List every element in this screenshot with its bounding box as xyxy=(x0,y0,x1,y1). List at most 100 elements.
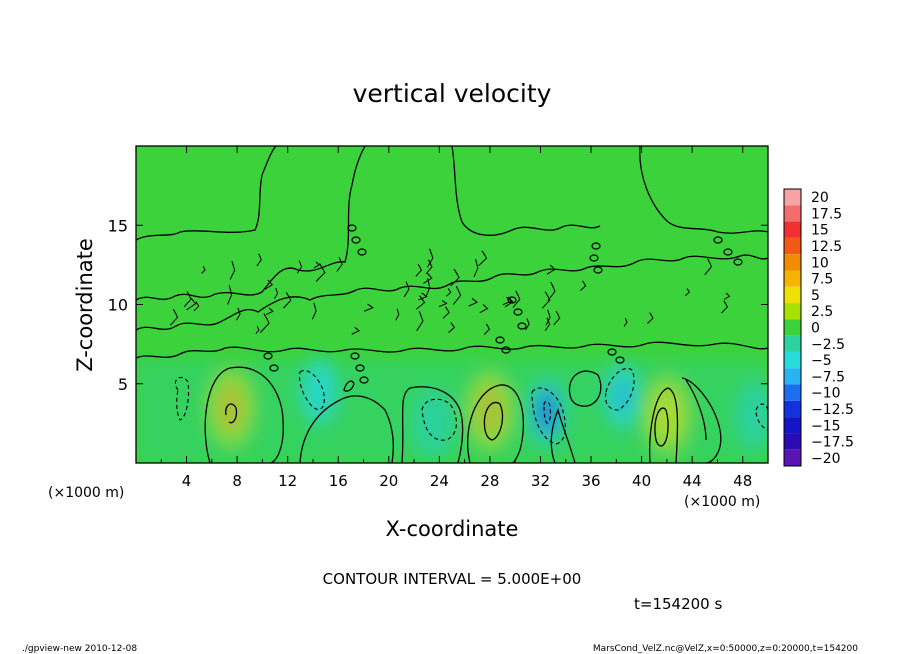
contour-ring xyxy=(589,254,599,262)
contour-line xyxy=(425,278,431,297)
colorbar-label: 10 xyxy=(811,255,829,271)
contour-line xyxy=(531,387,566,445)
contour-line xyxy=(266,307,274,315)
contour-line xyxy=(229,260,236,280)
contour-line xyxy=(483,323,491,335)
contour-ring xyxy=(347,224,357,232)
x-tick-label: 8 xyxy=(232,472,242,490)
contour-line xyxy=(264,279,274,290)
x-tick-label: 48 xyxy=(733,472,752,490)
contour-line xyxy=(395,308,400,321)
contour-ring xyxy=(713,236,723,244)
contour-ring xyxy=(607,348,617,356)
x-tick-label: 36 xyxy=(581,472,600,490)
contour-line xyxy=(259,313,270,333)
contour-line xyxy=(649,387,679,463)
contour-line xyxy=(438,300,448,308)
x-tick-label: 20 xyxy=(379,472,398,490)
contour-line xyxy=(225,403,238,424)
contour-line xyxy=(468,298,479,307)
contour-line xyxy=(283,292,292,309)
contour-line xyxy=(452,285,462,305)
contour-line xyxy=(543,401,552,424)
x-tick-label: 32 xyxy=(531,472,550,490)
contour-line xyxy=(174,376,190,421)
contour-line xyxy=(448,322,456,333)
contour-interval-label: CONTOUR INTERVAL = 5.000E+00 xyxy=(323,570,582,588)
colorbar-label: −5 xyxy=(811,353,832,369)
contour-line xyxy=(524,318,530,331)
contour-line xyxy=(473,259,479,278)
contour-line xyxy=(721,300,729,314)
contour-line xyxy=(553,310,561,326)
x-tick-label: 4 xyxy=(182,472,192,490)
lower-band xyxy=(136,359,768,463)
colorbar-label: −7.5 xyxy=(811,369,845,385)
x-tick-label: 16 xyxy=(329,472,348,490)
colorbar-label: −20 xyxy=(811,451,841,467)
contour-ring xyxy=(357,248,367,256)
contour-line xyxy=(426,248,434,268)
contour-line xyxy=(502,297,513,306)
x-axis: 4 8 12 16 20 24 28 32 36 40 44 48 xyxy=(160,146,752,490)
y-tick-label: 15 xyxy=(108,216,128,235)
x-unit-left: (×1000 m) xyxy=(48,485,124,501)
contour-line xyxy=(681,377,722,463)
noisy-contours xyxy=(170,248,731,335)
colorbar-swatch xyxy=(784,221,801,238)
contour-line xyxy=(604,368,635,411)
colorbar-swatch xyxy=(784,254,801,271)
contour-line xyxy=(274,287,279,299)
contour-ring xyxy=(615,356,625,364)
plot-area xyxy=(136,146,768,463)
contour-line xyxy=(296,260,303,274)
x-tick-label: 12 xyxy=(278,472,297,490)
contour-line xyxy=(546,264,556,275)
contour-line xyxy=(403,281,410,298)
colorbar-swatch xyxy=(784,368,801,385)
contour-line xyxy=(415,295,426,310)
colorbar-swatch xyxy=(784,417,801,434)
x-tick-label: 28 xyxy=(480,472,499,490)
contour-line xyxy=(483,401,504,441)
colorbar-swatch xyxy=(784,303,801,320)
colorbar-label: 5 xyxy=(811,288,820,304)
contour-line xyxy=(479,304,489,314)
contour-line xyxy=(364,303,374,312)
footer-right: MarsCond_VelZ.nc@VelZ,x=0:50000,z=0:2000… xyxy=(593,644,858,654)
contour-line xyxy=(451,146,601,236)
contour-line xyxy=(236,307,241,321)
colorbar-label: 15 xyxy=(811,223,829,239)
colorbar-swatch xyxy=(784,449,801,466)
contour-line xyxy=(442,306,450,319)
colorbar-swatch xyxy=(784,205,801,222)
colorbar-swatch xyxy=(784,319,801,336)
contour-line xyxy=(170,309,179,326)
contour-line xyxy=(401,386,464,463)
contour-line xyxy=(541,291,551,309)
contour-ring xyxy=(355,364,365,372)
contour-line xyxy=(186,296,197,311)
contour-line xyxy=(723,292,731,300)
contour-line xyxy=(256,253,262,267)
x-axis-label: X-coordinate xyxy=(386,517,519,541)
contour-line xyxy=(351,326,361,335)
contour-ring xyxy=(495,336,505,344)
contour-line xyxy=(446,288,452,297)
contour-line xyxy=(639,146,768,234)
contour-ring xyxy=(733,258,743,266)
colorbar-swatch xyxy=(784,237,801,255)
contour-line xyxy=(315,263,326,282)
small-contour-rings xyxy=(263,224,743,384)
contour-line xyxy=(183,291,192,308)
contour-ring xyxy=(501,346,511,354)
colorbar-label: 0 xyxy=(811,321,820,337)
contour-line xyxy=(580,280,587,291)
colorbar-swatch xyxy=(784,335,801,352)
x-tick-label: 40 xyxy=(632,472,651,490)
contour-line xyxy=(136,254,768,331)
contour-line xyxy=(415,263,423,277)
time-label: t=154200 s xyxy=(634,595,722,613)
colorbar-label: −17.5 xyxy=(811,435,854,451)
contour-ring xyxy=(351,236,361,244)
